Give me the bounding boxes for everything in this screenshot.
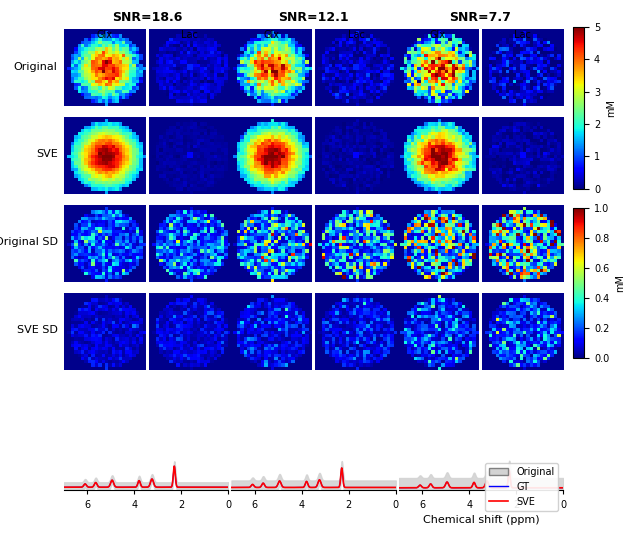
Text: Original SD: Original SD <box>0 237 58 247</box>
Legend: Original, GT, SVE: Original, GT, SVE <box>485 463 558 510</box>
Text: Lac: Lac <box>181 30 198 40</box>
Text: SVE: SVE <box>36 149 58 160</box>
Text: SNR=18.6: SNR=18.6 <box>112 11 182 24</box>
Text: Lac: Lac <box>514 30 531 40</box>
Text: Lac: Lac <box>348 30 364 40</box>
Y-axis label: mM: mM <box>606 99 616 117</box>
Text: SNR=7.7: SNR=7.7 <box>449 11 511 24</box>
X-axis label: Chemical shift (ppm): Chemical shift (ppm) <box>423 515 540 525</box>
Text: Original: Original <box>13 61 58 72</box>
Text: Glx: Glx <box>429 30 445 40</box>
Text: Glx: Glx <box>97 30 113 40</box>
Y-axis label: mM: mM <box>615 274 625 292</box>
Text: SVE SD: SVE SD <box>17 325 58 335</box>
Text: Glx: Glx <box>263 30 279 40</box>
Text: SNR=12.1: SNR=12.1 <box>278 11 349 24</box>
